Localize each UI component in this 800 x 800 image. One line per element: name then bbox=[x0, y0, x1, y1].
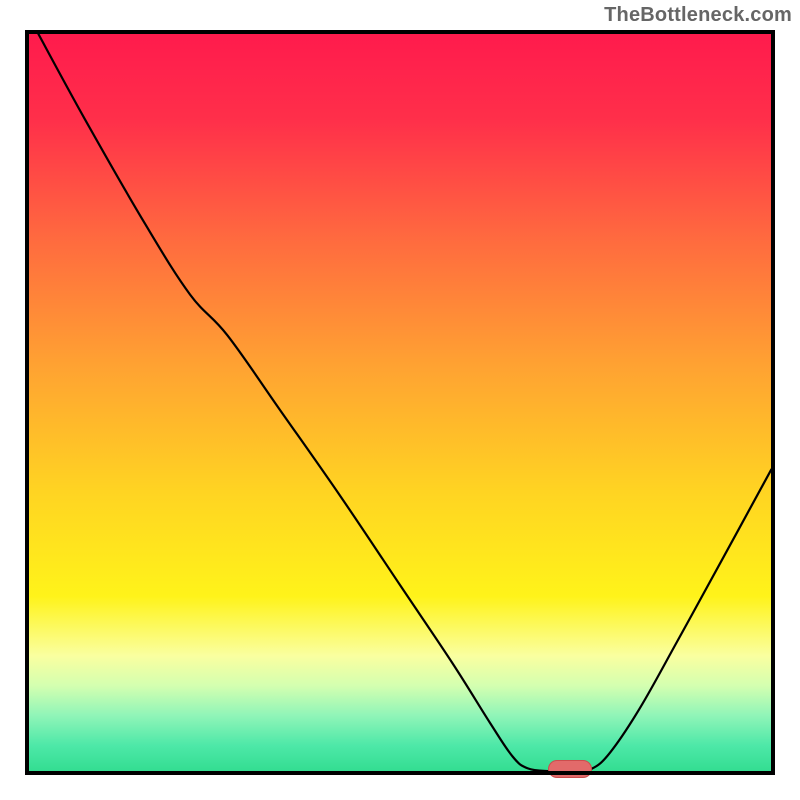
curve-path bbox=[36, 30, 771, 772]
bottleneck-curve bbox=[25, 30, 775, 775]
watermark-text: TheBottleneck.com bbox=[604, 4, 792, 27]
optimal-point-marker bbox=[548, 760, 592, 778]
plot-area bbox=[25, 30, 775, 775]
bottleneck-chart: TheBottleneck.com bbox=[0, 0, 800, 800]
